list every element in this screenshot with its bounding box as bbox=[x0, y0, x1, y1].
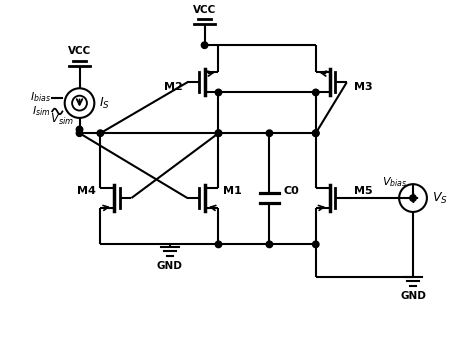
Text: +: + bbox=[407, 190, 419, 205]
Text: GND: GND bbox=[157, 261, 183, 271]
Circle shape bbox=[266, 130, 273, 136]
Circle shape bbox=[410, 195, 416, 201]
Text: $I_{sim}$: $I_{sim}$ bbox=[32, 105, 51, 118]
Circle shape bbox=[312, 241, 319, 248]
Text: M4: M4 bbox=[77, 186, 96, 196]
Text: M2: M2 bbox=[164, 82, 183, 92]
Circle shape bbox=[215, 130, 222, 136]
Circle shape bbox=[97, 130, 104, 136]
Circle shape bbox=[312, 130, 319, 136]
Text: VCC: VCC bbox=[193, 5, 216, 15]
Text: $I_S$: $I_S$ bbox=[99, 95, 110, 111]
Text: $V_{sim}$: $V_{sim}$ bbox=[50, 112, 74, 127]
Circle shape bbox=[215, 130, 222, 136]
Circle shape bbox=[76, 130, 83, 136]
Text: M5: M5 bbox=[354, 186, 373, 196]
Text: C0: C0 bbox=[283, 186, 299, 196]
Text: $V_{bias}$: $V_{bias}$ bbox=[382, 175, 408, 189]
Circle shape bbox=[215, 89, 222, 96]
Text: M3: M3 bbox=[354, 82, 373, 92]
Circle shape bbox=[76, 126, 83, 133]
Text: GND: GND bbox=[400, 291, 426, 301]
Text: $V_S$: $V_S$ bbox=[431, 190, 447, 206]
Circle shape bbox=[312, 130, 319, 136]
Circle shape bbox=[215, 241, 222, 248]
Circle shape bbox=[266, 241, 273, 248]
Text: $I_{bias}$: $I_{bias}$ bbox=[30, 91, 51, 104]
Text: M1: M1 bbox=[223, 186, 242, 196]
Circle shape bbox=[312, 89, 319, 96]
Circle shape bbox=[201, 42, 208, 48]
Text: VCC: VCC bbox=[68, 46, 91, 56]
